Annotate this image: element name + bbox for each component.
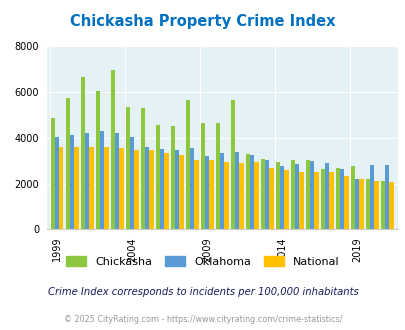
Bar [369,165,373,229]
Bar [230,100,234,229]
Bar [59,147,63,229]
Bar [74,147,78,229]
Bar [215,123,220,229]
Bar [51,118,55,229]
Bar [96,91,100,229]
Bar [171,126,175,229]
Bar [205,156,209,229]
Bar [55,137,59,229]
Bar [350,166,354,229]
Bar [100,131,104,229]
Bar [284,170,288,229]
Bar [354,179,358,229]
Bar [384,165,388,229]
Bar [324,163,328,229]
Bar [179,155,183,229]
Bar [130,137,134,229]
Bar [339,169,343,229]
Bar [164,153,168,229]
Bar [305,160,309,229]
Bar [294,164,299,229]
Legend: Chickasha, Oklahoma, National: Chickasha, Oklahoma, National [66,256,339,267]
Text: Crime Index corresponds to incidents per 100,000 inhabitants: Crime Index corresponds to incidents per… [47,287,358,297]
Bar [156,125,160,229]
Bar [388,182,393,229]
Bar [239,162,243,229]
Bar [115,133,119,229]
Bar [299,172,303,229]
Bar [175,150,179,229]
Bar [145,147,149,229]
Bar [358,180,363,229]
Bar [279,166,284,229]
Bar [209,160,213,229]
Bar [85,133,89,229]
Bar [200,123,205,229]
Bar [119,148,123,229]
Bar [185,100,190,229]
Bar [365,179,369,229]
Bar [111,70,115,229]
Bar [141,109,145,229]
Bar [373,181,378,229]
Bar [66,98,70,229]
Text: © 2025 CityRating.com - https://www.cityrating.com/crime-statistics/: © 2025 CityRating.com - https://www.city… [64,315,341,324]
Bar [335,168,339,229]
Bar [290,160,294,229]
Bar [245,154,249,229]
Bar [104,147,108,229]
Bar [249,155,254,229]
Bar [149,150,153,229]
Bar [320,169,324,229]
Bar [190,148,194,229]
Bar [264,159,269,229]
Bar [89,147,93,229]
Bar [254,162,258,229]
Bar [328,172,333,229]
Bar [275,162,279,229]
Bar [260,159,264,229]
Bar [224,162,228,229]
Bar [220,153,224,229]
Bar [70,136,74,229]
Bar [194,159,198,229]
Bar [126,107,130,229]
Bar [234,151,239,229]
Bar [343,176,348,229]
Bar [269,168,273,229]
Bar [313,172,318,229]
Bar [81,77,85,229]
Bar [380,181,384,229]
Bar [134,150,138,229]
Bar [160,149,164,229]
Text: Chickasha Property Crime Index: Chickasha Property Crime Index [70,14,335,29]
Bar [309,161,313,229]
